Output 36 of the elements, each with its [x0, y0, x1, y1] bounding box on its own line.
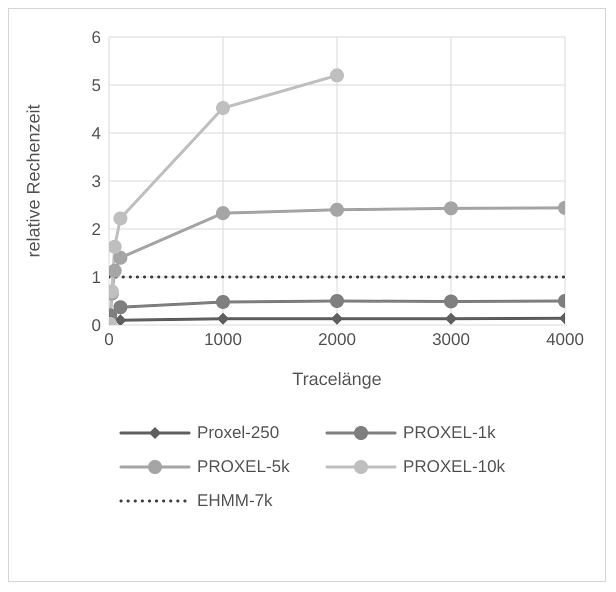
point: [330, 68, 344, 82]
point: [113, 211, 128, 226]
y-tick-label: 6: [92, 28, 101, 48]
point: [444, 201, 458, 216]
point: [216, 101, 230, 116]
point: [113, 300, 128, 314]
point: [109, 264, 122, 278]
x-tick-label: 4000: [546, 330, 584, 350]
y-tick-label: 4: [92, 124, 101, 144]
y-tick-label: 2: [92, 220, 101, 240]
y-tick-label: 3: [92, 172, 101, 192]
legend-label: PROXEL-5k: [197, 457, 290, 477]
point: [444, 294, 458, 308]
point: [109, 240, 122, 254]
legend-label: EHMM-7k: [197, 491, 273, 511]
y-axis-title: relative Rechenzeit: [23, 104, 44, 258]
x-tick-label: 3000: [432, 330, 470, 350]
legend-label: PROXEL-1k: [403, 423, 496, 443]
x-tick-label: 2000: [318, 330, 356, 350]
legend-label: PROXEL-10k: [403, 457, 506, 477]
y-tick-label: 5: [92, 76, 101, 96]
y-tick-label: 1: [92, 268, 101, 288]
point: [330, 202, 344, 217]
point: [330, 294, 344, 308]
x-tick-label: 0: [104, 330, 114, 350]
point: [331, 312, 343, 325]
point: [217, 312, 229, 325]
point: [216, 294, 230, 309]
y-tick-label: 0: [92, 316, 101, 336]
x-tick-label: 1000: [204, 330, 242, 350]
x-axis-title: Tracelänge: [292, 369, 382, 389]
legend-label: Proxel-250: [197, 423, 280, 443]
point: [114, 314, 126, 325]
point: [113, 250, 128, 265]
point: [216, 206, 230, 220]
point: [445, 312, 457, 325]
